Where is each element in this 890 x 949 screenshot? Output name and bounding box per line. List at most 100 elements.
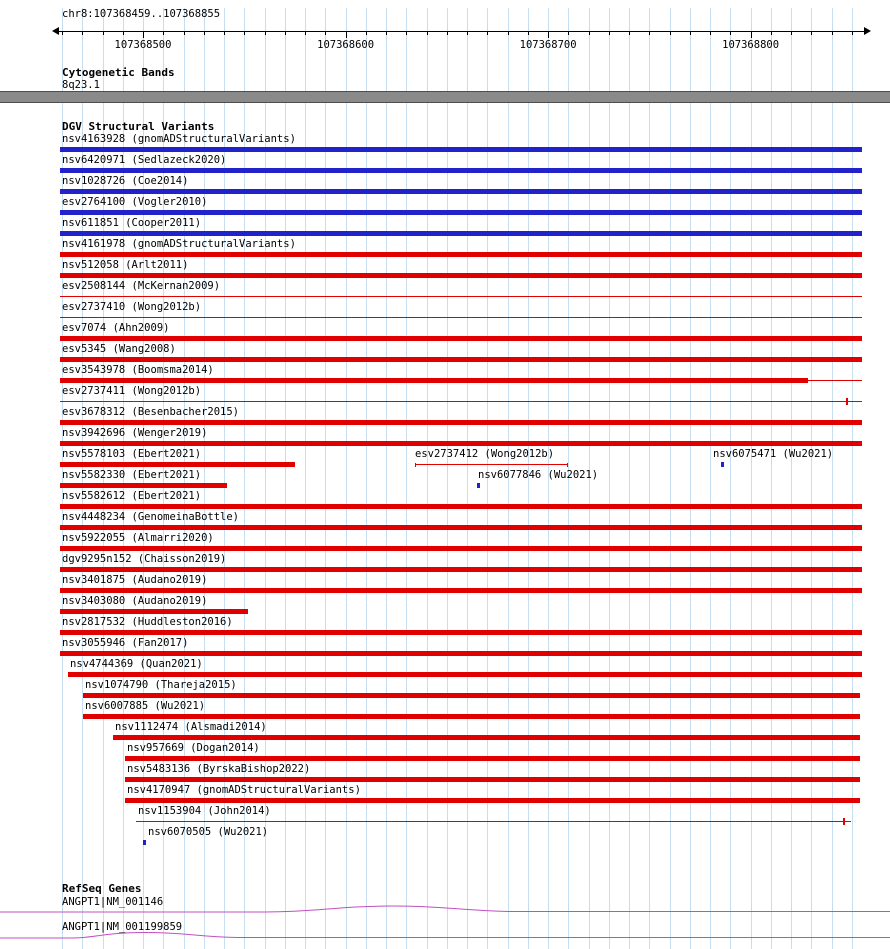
variant-tick[interactable] [843, 818, 845, 825]
variant-label[interactable]: nsv3942696 (Wenger2019) [62, 427, 208, 439]
variant-label[interactable]: esv2737411 (Wong2012b) [62, 385, 202, 397]
ruler-tick [163, 32, 165, 35]
variant-label[interactable]: esv2737412 (Wong2012b) [415, 448, 555, 460]
ruler-tick [244, 32, 246, 35]
variant-bar[interactable] [60, 588, 862, 593]
variant-label[interactable]: nsv3403080 (Audano2019) [62, 595, 208, 607]
variant-bar[interactable] [60, 651, 862, 656]
variant-bar[interactable] [60, 168, 862, 173]
variant-bar[interactable] [60, 378, 808, 383]
variant-label[interactable]: nsv5582612 (Ebert2021) [62, 490, 202, 502]
variant-bar[interactable] [125, 798, 860, 803]
gridline [446, 8, 448, 949]
variant-bar[interactable] [60, 546, 862, 551]
variant-label[interactable]: nsv4744369 (Quan2021) [70, 658, 203, 670]
variant-bar[interactable] [60, 252, 862, 257]
ruler-tick [325, 32, 327, 35]
variant-bar[interactable] [60, 147, 862, 152]
variant-bar[interactable] [113, 735, 860, 740]
variant-bar[interactable] [60, 462, 295, 467]
variant-tick[interactable] [846, 398, 848, 405]
variant-tick[interactable] [477, 483, 480, 488]
gridline [163, 8, 165, 949]
variant-label[interactable]: esv2508144 (McKernan2009) [62, 280, 221, 292]
variant-label[interactable]: nsv4170947 (gnomADStructuralVariants) [127, 784, 361, 796]
variant-tick[interactable] [415, 463, 416, 467]
variant-bar[interactable] [68, 672, 862, 677]
ruler-tick [811, 32, 813, 35]
variant-label[interactable]: esv5345 (Wang2008) [62, 343, 176, 355]
variant-bar[interactable] [60, 525, 862, 530]
variant-bar[interactable] [60, 210, 862, 215]
variant-label[interactable]: nsv3055946 (Fan2017) [62, 637, 189, 649]
variant-label[interactable]: nsv1028726 (Coe2014) [62, 175, 189, 187]
gridline [791, 8, 793, 949]
cytoband-bar[interactable] [0, 91, 890, 103]
variant-label[interactable]: nsv4448234 (GenomeinaBottle) [62, 511, 240, 523]
variant-label[interactable]: nsv6077846 (Wu2021) [478, 469, 599, 481]
variant-label[interactable]: nsv6075471 (Wu2021) [713, 448, 834, 460]
variant-bar[interactable] [60, 273, 862, 278]
variant-bar[interactable] [60, 483, 227, 488]
variant-label[interactable]: nsv3401875 (Audano2019) [62, 574, 208, 586]
variant-line[interactable] [136, 821, 851, 822]
variant-tick[interactable] [143, 840, 146, 845]
variant-label[interactable]: nsv6007885 (Wu2021) [85, 700, 206, 712]
gene-label[interactable]: ANGPT1|NM_001146 [62, 896, 164, 908]
variant-label[interactable]: nsv1074790 (Thareja2015) [85, 679, 237, 691]
variant-tick[interactable] [721, 462, 724, 467]
ruler-tick-label: 107368800 [722, 39, 780, 51]
cytoband-section-title: Cytogenetic Bands [62, 66, 175, 79]
variant-label[interactable]: nsv1153904 (John2014) [138, 805, 271, 817]
ruler-tick [386, 32, 388, 35]
variant-label[interactable]: esv3678312 (Besenbacher2015) [62, 406, 240, 418]
variant-label[interactable]: nsv957669 (Dogan2014) [127, 742, 260, 754]
variant-bar[interactable] [83, 714, 860, 719]
variant-label[interactable]: nsv1112474 (Alsmadi2014) [115, 721, 267, 733]
gene-label[interactable]: ANGPT1|NM_001199859 [62, 921, 183, 933]
variant-bar[interactable] [60, 420, 862, 425]
gene-structure-line[interactable] [0, 904, 890, 918]
variant-line[interactable] [415, 464, 568, 465]
variant-line[interactable] [808, 380, 862, 381]
variant-line[interactable] [60, 401, 862, 402]
variant-bar[interactable] [60, 567, 862, 572]
variant-label[interactable]: nsv5582330 (Ebert2021) [62, 469, 202, 481]
variant-line[interactable] [60, 296, 862, 297]
variant-label[interactable]: nsv4163928 (gnomADStructuralVariants) [62, 133, 296, 145]
variant-bar[interactable] [125, 756, 860, 761]
variant-label[interactable]: esv2737410 (Wong2012b) [62, 301, 202, 313]
variant-bar[interactable] [83, 693, 860, 698]
variant-label[interactable]: nsv5578103 (Ebert2021) [62, 448, 202, 460]
variant-label[interactable]: nsv611851 (Cooper2011) [62, 217, 202, 229]
gridline [82, 8, 84, 949]
variant-label[interactable]: esv2764100 (Vogler2010) [62, 196, 208, 208]
variant-tick[interactable] [567, 463, 568, 467]
variant-label[interactable]: nsv2817532 (Huddleston2016) [62, 616, 233, 628]
variant-bar[interactable] [60, 441, 862, 446]
variant-bar[interactable] [60, 357, 862, 362]
ruler-tick [62, 32, 63, 35]
variant-bar[interactable] [60, 336, 862, 341]
variant-label[interactable]: nsv6070505 (Wu2021) [148, 826, 269, 838]
variant-bar[interactable] [60, 504, 862, 509]
gridline [487, 8, 489, 949]
ruler-tick [791, 32, 793, 35]
variant-label[interactable]: nsv5922055 (Almarri2020) [62, 532, 214, 544]
variant-bar[interactable] [60, 189, 862, 194]
variant-label[interactable]: nsv6420971 (Sedlazeck2020) [62, 154, 227, 166]
gridline [183, 8, 185, 949]
variant-label[interactable]: nsv512058 (Arlt2011) [62, 259, 189, 271]
variant-line[interactable] [60, 317, 862, 318]
variant-label[interactable]: nsv5483136 (ByrskaBishop2022) [127, 763, 311, 775]
variant-bar[interactable] [60, 630, 862, 635]
variant-label[interactable]: esv7074 (Ahn2009) [62, 322, 170, 334]
variant-label[interactable]: nsv4161978 (gnomADStructuralVariants) [62, 238, 296, 250]
variant-label[interactable]: dgv9295n152 (Chaisson2019) [62, 553, 227, 565]
variant-bar[interactable] [125, 777, 860, 782]
variant-bar[interactable] [60, 609, 248, 614]
gene-structure-line[interactable] [0, 930, 890, 944]
variant-bar[interactable] [60, 231, 862, 236]
gridline [62, 8, 63, 949]
variant-label[interactable]: esv3543978 (Boomsma2014) [62, 364, 214, 376]
